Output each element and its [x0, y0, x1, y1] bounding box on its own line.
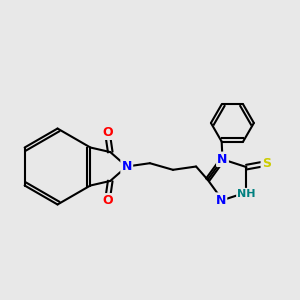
Text: NH: NH — [237, 189, 256, 199]
Text: O: O — [102, 126, 113, 139]
Text: N: N — [217, 153, 228, 166]
Text: N: N — [216, 194, 226, 207]
Text: S: S — [262, 157, 271, 170]
Text: O: O — [102, 194, 113, 207]
Text: N: N — [122, 160, 132, 173]
